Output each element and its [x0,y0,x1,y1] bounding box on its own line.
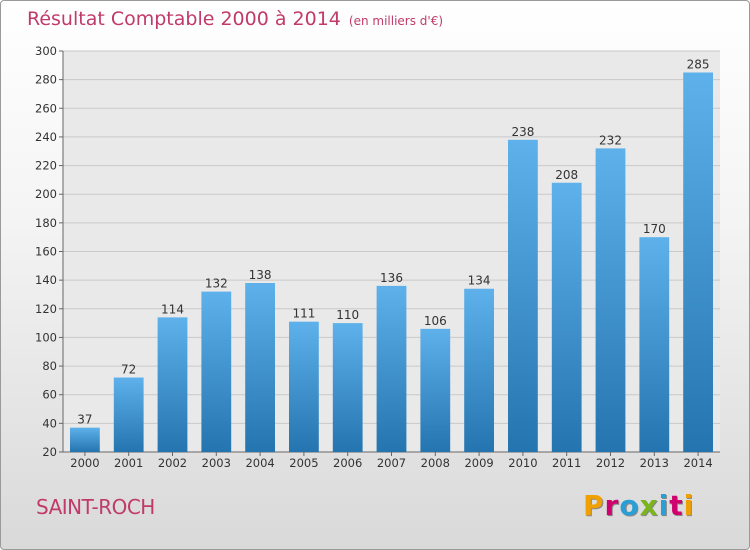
proxiti-logo: Proxiti [583,489,694,522]
logo-letter: x [639,489,659,522]
chart-subtitle: (en milliers d'€) [348,14,444,28]
bar-2014 [683,72,713,452]
data-label: 170 [643,222,666,236]
data-label: 72 [121,363,136,377]
bar-2001 [113,377,144,452]
x-tick-label: 2010 [508,456,537,470]
x-tick-label: 2003 [202,456,231,470]
y-tick-label: 200 [35,187,57,201]
x-tick-label: 2009 [464,456,493,470]
y-tick-label: 180 [35,216,57,230]
y-tick-label: 100 [35,330,57,344]
chart-title: Résultat Comptable 2000 à 2014 (en millie… [27,8,443,30]
bar-2007 [376,285,407,452]
y-tick-label: 220 [35,159,57,173]
data-label: 132 [205,277,228,291]
data-label: 208 [555,168,578,182]
y-tick-label: 120 [35,302,57,316]
y-tick-label: 40 [42,416,57,430]
y-tick-label: 60 [42,388,57,402]
logo-letter: o [619,489,640,522]
y-tick-label: 20 [42,445,57,459]
x-tick-label: 2002 [158,456,187,470]
x-tick-label: 2008 [421,456,450,470]
data-label: 114 [161,302,184,316]
bar-2006 [332,323,363,452]
data-label: 106 [424,314,447,328]
logo-letter: P [583,489,605,522]
data-label: 134 [468,274,491,288]
data-label: 110 [336,308,359,322]
bar-2013 [639,237,670,452]
data-label: 111 [292,307,315,321]
data-label: 37 [77,413,92,427]
bar-2010 [508,139,538,453]
x-tick-label: 2013 [640,456,669,470]
logo-letter: t [669,489,684,522]
data-label: 136 [380,271,403,285]
y-tick-label: 160 [35,245,57,259]
data-label: 285 [687,57,710,71]
x-tick-label: 2007 [377,456,406,470]
y-tick-label: 300 [35,44,57,58]
x-tick-label: 2012 [596,456,625,470]
x-tick-label: 2005 [289,456,318,470]
y-tick-label: 260 [35,101,57,115]
x-tick-label: 2014 [683,456,712,470]
bar-2003 [201,291,232,452]
bar-2005 [289,321,319,452]
x-tick-label: 2006 [333,456,362,470]
x-tick-label: 2011 [552,456,581,470]
logo-letter: i [683,489,695,522]
y-tick-label: 80 [42,359,57,373]
x-tick-label: 2000 [70,456,99,470]
logo-letter: i [658,489,670,522]
data-label: 238 [511,125,534,139]
bar-2011 [551,182,582,452]
bar-2002 [157,317,188,452]
bar-2009 [464,288,494,452]
commune-name: SAINT-ROCH [36,495,155,519]
y-tick-label: 240 [35,130,57,144]
y-tick-label: 140 [35,273,57,287]
x-tick-label: 2004 [245,456,274,470]
data-label: 232 [599,133,622,147]
bar-2008 [420,328,451,452]
bar-2000 [70,427,100,452]
logo-letter: r [604,489,620,522]
chart-title-text: Résultat Comptable 2000 à 2014 [27,8,341,30]
data-label: 138 [249,268,272,282]
y-tick-label: 280 [35,73,57,87]
x-tick-label: 2001 [114,456,143,470]
bar-2012 [595,148,626,452]
bar-2004 [245,283,275,452]
